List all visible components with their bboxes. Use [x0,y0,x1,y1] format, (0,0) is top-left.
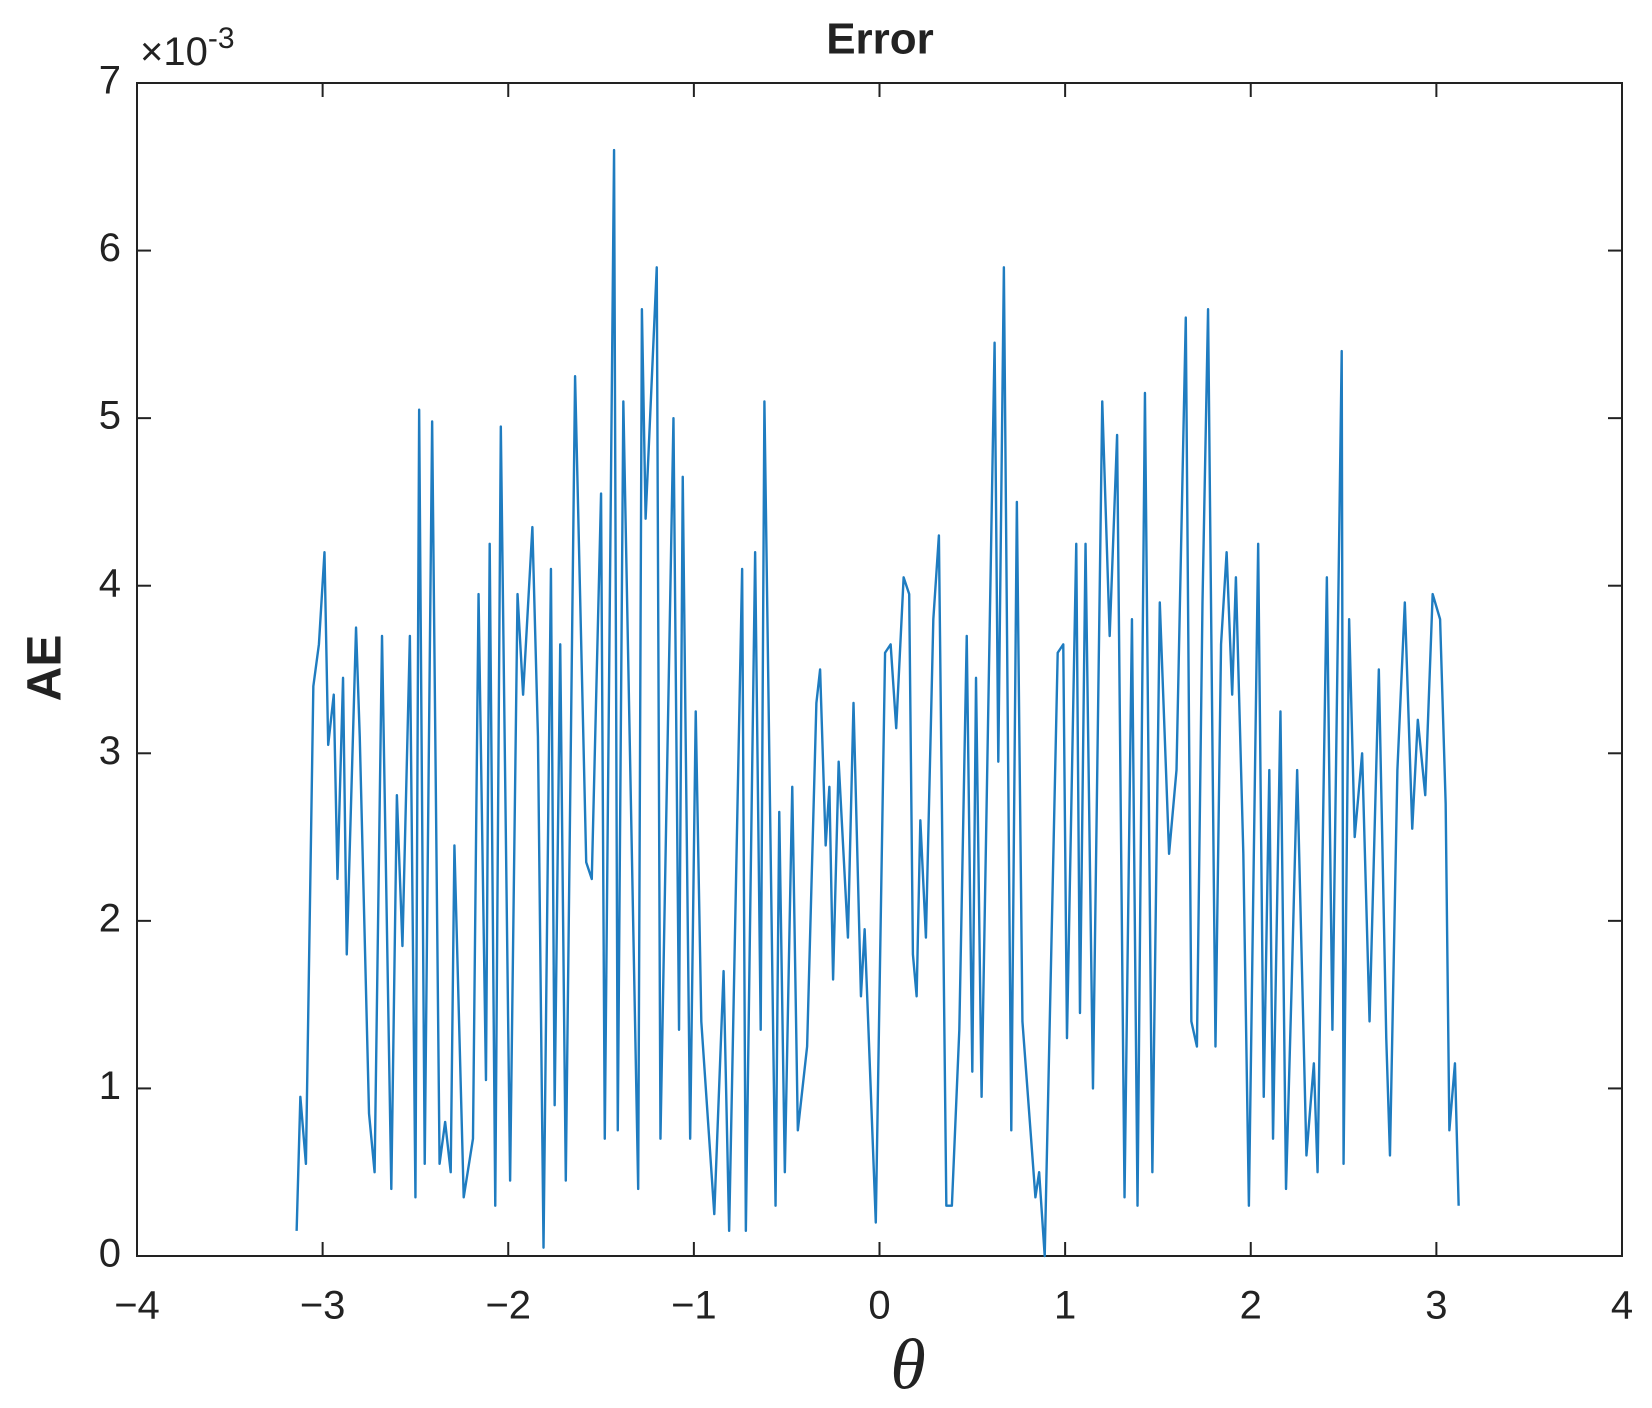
y-tick-label: 0 [99,1232,121,1276]
x-tick-label: −2 [485,1284,531,1328]
y-multiplier: ×10-3 [140,22,235,74]
x-axis-label: θ [890,1325,925,1405]
x-tick-label: −1 [671,1284,717,1328]
x-tick-label: 3 [1425,1284,1447,1328]
y-multiplier-base: ×10 [140,30,208,74]
y-multiplier-exponent: -3 [208,22,235,55]
y-tick-label: 5 [99,394,121,438]
y-tick-label: 4 [99,561,121,605]
x-tick-label: 1 [1054,1284,1076,1328]
y-tick-label: 3 [99,729,121,773]
y-axis-label: AE [19,635,72,702]
x-tick-label: 4 [1611,1284,1633,1328]
axes-box [136,82,1623,1257]
y-tick-label: 2 [99,896,121,940]
x-tick-label: −4 [114,1284,160,1328]
y-tick-label: 6 [99,226,121,270]
x-tick-label: 0 [868,1284,890,1328]
chart-title: Error [826,15,934,64]
data-line [295,148,1460,1258]
x-tick-label: −3 [300,1284,346,1328]
y-tick-label: 7 [99,59,121,103]
y-tick-label: 1 [99,1064,121,1108]
x-tick-label: 2 [1240,1284,1262,1328]
